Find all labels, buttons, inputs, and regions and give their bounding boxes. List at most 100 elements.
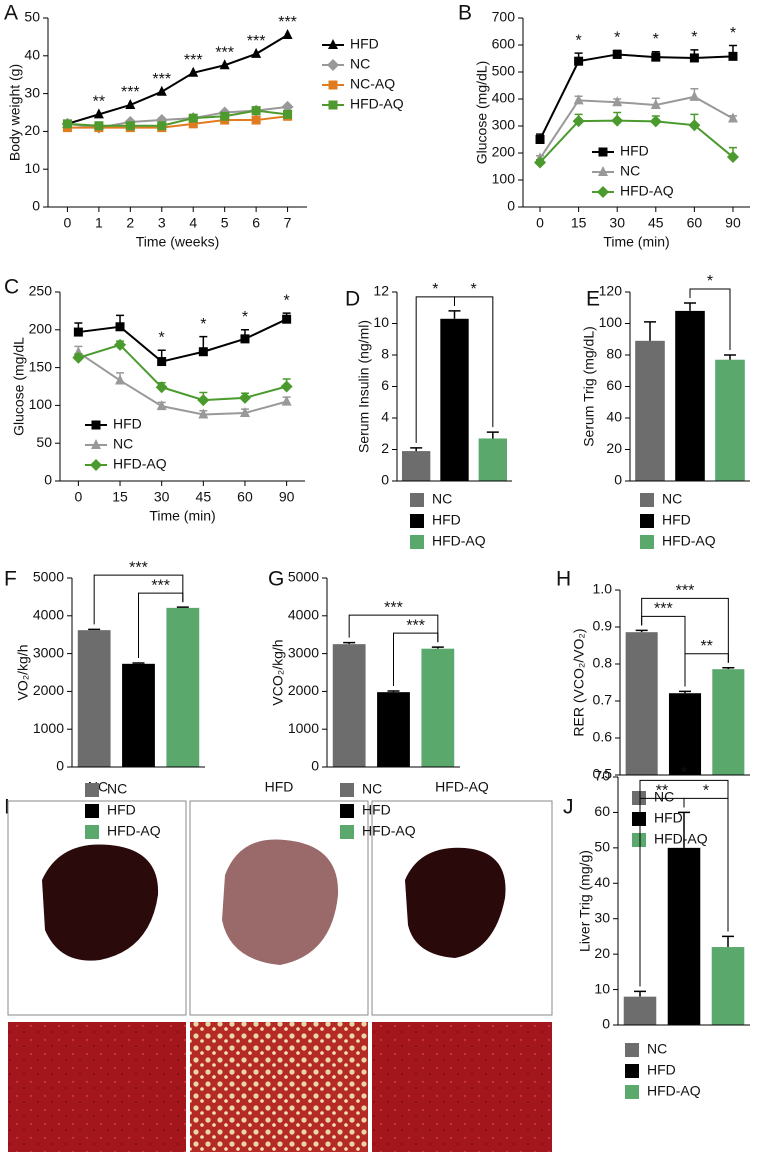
bar xyxy=(635,340,665,481)
error-bar xyxy=(684,302,696,311)
x-tick-label: 0 xyxy=(64,215,72,231)
error-bar xyxy=(679,690,691,694)
marker xyxy=(573,94,584,105)
marker xyxy=(649,115,662,128)
marker xyxy=(157,121,167,131)
legend-label: NC xyxy=(350,56,370,72)
comparison-bracket xyxy=(639,779,729,987)
bar xyxy=(377,692,410,767)
legend-swatch xyxy=(85,783,99,797)
y-axis-label: VO₂/kg/h xyxy=(15,644,31,700)
bar xyxy=(332,644,366,767)
bar xyxy=(715,359,745,481)
marker xyxy=(198,408,209,419)
x-tick-label: 60 xyxy=(237,489,253,505)
legend-label: HFD xyxy=(647,1062,676,1078)
marker xyxy=(198,347,208,357)
panel-letter: D xyxy=(345,288,360,311)
x-tick-label: 45 xyxy=(648,215,664,231)
legend-label: NC xyxy=(620,163,640,179)
histology-image xyxy=(190,1022,368,1152)
marker xyxy=(197,394,210,407)
y-tick-label: 0.7 xyxy=(593,692,613,708)
legend-label: NC xyxy=(113,436,133,452)
marker xyxy=(598,147,608,157)
x-axis-label: Time (weeks) xyxy=(136,234,220,250)
significance: *** xyxy=(184,52,203,69)
series-line xyxy=(539,95,734,159)
marker xyxy=(611,114,624,127)
marker xyxy=(62,119,72,129)
marker xyxy=(114,338,127,351)
legend-swatch xyxy=(640,514,654,528)
legend-label: NC-AQ xyxy=(350,76,395,92)
marker xyxy=(91,439,101,449)
y-axis-label: Body weight (g) xyxy=(7,64,23,161)
legend-label: HFD xyxy=(107,802,136,818)
image-label: HFD-AQ xyxy=(435,779,489,795)
y-tick-label: 10 xyxy=(373,314,389,330)
marker xyxy=(280,380,293,393)
y-tick-label: 0.9 xyxy=(593,618,613,634)
marker xyxy=(251,47,262,58)
legend-label: HFD-AQ xyxy=(432,533,486,549)
legend-swatch xyxy=(625,1085,639,1099)
y-tick-label: 50 xyxy=(24,9,40,25)
y-tick-label: 200 xyxy=(492,144,516,160)
legend-swatch xyxy=(410,535,424,549)
marker xyxy=(93,108,104,119)
x-tick-label: 30 xyxy=(609,215,625,231)
x-tick-label: 90 xyxy=(725,215,741,231)
y-tick-label: 3000 xyxy=(33,644,64,660)
legend-label: HFD xyxy=(620,143,649,159)
series-line xyxy=(539,53,734,140)
legend-label: HFD xyxy=(350,36,379,52)
legend-label: NC xyxy=(647,1041,667,1057)
marker xyxy=(728,51,738,61)
marker xyxy=(572,115,585,128)
marker xyxy=(125,98,136,109)
bar xyxy=(667,847,701,1025)
y-tick-label: 0.8 xyxy=(593,655,613,671)
error-bar xyxy=(88,628,101,631)
y-tick-label: 1000 xyxy=(288,720,319,736)
y-tick-label: 50 xyxy=(594,839,610,855)
legend-label: HFD xyxy=(662,512,691,528)
marker xyxy=(219,59,230,70)
comparison-bracket xyxy=(454,296,494,428)
histology-image xyxy=(8,1022,186,1152)
marker xyxy=(73,327,83,337)
x-tick-label: 5 xyxy=(221,215,229,231)
y-tick-label: 4000 xyxy=(33,607,64,623)
panel-letter: J xyxy=(563,796,574,819)
y-tick-label: 4 xyxy=(381,409,389,425)
y-axis-label: Glucose (mg/dL) xyxy=(474,61,490,164)
y-tick-label: 50 xyxy=(36,434,52,450)
marker xyxy=(240,334,250,344)
marker xyxy=(574,56,584,66)
significance: ** xyxy=(700,638,712,655)
legend-swatch xyxy=(85,825,99,839)
bar xyxy=(77,630,111,767)
marker xyxy=(156,85,167,96)
marker xyxy=(156,400,167,411)
bar xyxy=(668,693,702,775)
bar xyxy=(401,451,431,481)
x-tick-label: 1 xyxy=(95,215,103,231)
legend-label: HFD xyxy=(654,810,683,826)
y-tick-label: 1.0 xyxy=(593,581,613,597)
significance: * xyxy=(159,329,165,346)
x-tick-label: 60 xyxy=(687,215,703,231)
significance: * xyxy=(471,281,477,298)
y-tick-label: 6 xyxy=(381,377,389,393)
marker xyxy=(188,66,199,77)
significance: *** xyxy=(406,617,425,634)
significance: *** xyxy=(676,583,695,600)
legend-label: NC xyxy=(654,789,674,805)
panel-letter: E xyxy=(586,288,600,311)
legend-label: HFD xyxy=(362,802,391,818)
significance: *** xyxy=(384,599,403,616)
y-tick-label: 0 xyxy=(614,472,622,488)
liver-photo xyxy=(405,847,506,958)
error-bar xyxy=(387,690,400,693)
